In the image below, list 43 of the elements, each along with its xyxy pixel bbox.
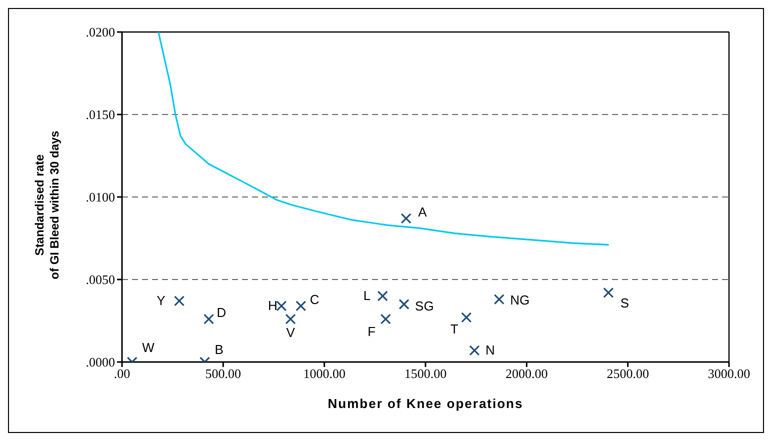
point (469, 345, 480, 356)
point (204, 314, 214, 324)
point (603, 287, 614, 298)
y-axis-title: Standardised rate of GI Bleed within 30 days (32, 130, 62, 280)
point (461, 312, 472, 323)
point (276, 300, 287, 312)
point (494, 294, 504, 305)
y-tick-label: .0100 (86, 190, 115, 205)
annotation: S (620, 296, 630, 311)
y-tick-label: .0000 (86, 354, 115, 370)
point (285, 314, 296, 324)
x-tick-label: 1000.00 (303, 366, 346, 382)
annotation: B (214, 342, 224, 357)
annotation: N (485, 342, 495, 358)
annotation: W (142, 340, 156, 355)
line-series (158, 32, 610, 246)
annotation: NG (510, 292, 530, 308)
x-axis-title: Number of Knee operations (328, 396, 524, 411)
y-tick-label: .0050 (86, 272, 115, 288)
y-tick-label: .0150 (86, 107, 115, 122)
annotation: Y (156, 292, 166, 308)
y-tick-label: .0200 (86, 24, 115, 40)
x-tick-label: 1500.00 (404, 366, 447, 382)
point (174, 296, 185, 306)
annotation: T (450, 321, 458, 336)
x-tick-label: 2500.00 (606, 366, 649, 382)
annotation: F (368, 324, 376, 340)
point (377, 290, 388, 302)
point (400, 213, 412, 224)
point (398, 298, 410, 310)
annotation: V (286, 325, 296, 340)
annotation: D (216, 305, 226, 320)
point (296, 300, 306, 312)
x-tick-label: 2000.00 (506, 366, 548, 382)
annotation: H (268, 298, 278, 313)
point (380, 314, 391, 324)
x-tick-label: .00 (114, 366, 130, 382)
annotation: A (418, 204, 428, 220)
x-tick-label: 500.00 (205, 366, 242, 382)
annotation: L (363, 288, 371, 303)
x-tick-label: 3000.00 (708, 366, 750, 382)
annotation: SG (415, 298, 434, 314)
annotation: C (310, 292, 320, 307)
